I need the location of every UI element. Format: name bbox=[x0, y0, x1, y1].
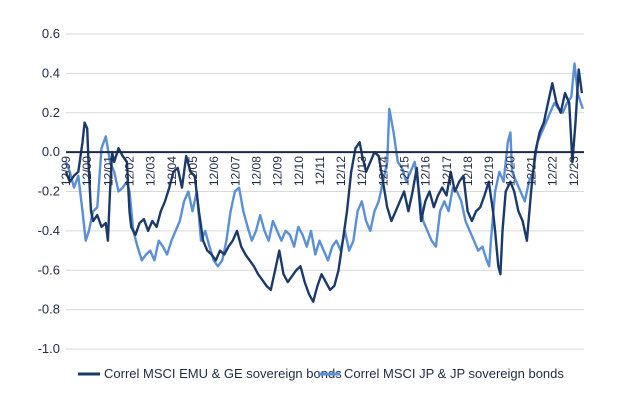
x-tick-label: 12/20 bbox=[503, 156, 517, 186]
x-tick-label: 12/18 bbox=[461, 156, 475, 186]
x-tick-label: 12/08 bbox=[249, 156, 263, 186]
x-tick-label: 12/00 bbox=[80, 156, 94, 186]
y-tick-label: -0.6 bbox=[38, 262, 60, 277]
legend-label-series-1: Correl MSCI EMU & GE sovereign bonds bbox=[104, 366, 342, 381]
y-tick-label: -1.0 bbox=[38, 341, 60, 356]
series-line-2 bbox=[64, 62, 585, 268]
series-line-1 bbox=[64, 68, 584, 303]
x-tick-label: 12/16 bbox=[419, 156, 433, 186]
x-tick-label: 12/99 bbox=[59, 156, 73, 186]
x-tick-label: 12/01 bbox=[101, 156, 115, 186]
x-tick-label: 12/04 bbox=[165, 156, 179, 186]
y-tick-label: -0.8 bbox=[38, 302, 60, 317]
x-tick-label: 12/22 bbox=[546, 156, 560, 186]
x-tick-label: 12/10 bbox=[292, 156, 306, 186]
x-tick-label: 12/07 bbox=[228, 156, 242, 186]
x-tick-label: 12/09 bbox=[271, 156, 285, 186]
y-tick-label: -0.2 bbox=[38, 184, 60, 199]
y-tick-label: 0.0 bbox=[42, 144, 60, 159]
x-tick-label: 12/23 bbox=[567, 156, 581, 186]
x-tick-label: 12/17 bbox=[440, 156, 454, 186]
x-tick-label: 12/05 bbox=[186, 156, 200, 186]
x-tick-label: 12/19 bbox=[482, 156, 496, 186]
y-tick-label: 0.2 bbox=[42, 105, 60, 120]
x-tick-label: 12/14 bbox=[376, 156, 390, 186]
x-tick-label: 12/03 bbox=[144, 156, 158, 186]
legend: Correl MSCI EMU & GE sovereign bonds Cor… bbox=[78, 366, 564, 381]
legend-label-series-2: Correl MSCI JP & JP sovereign bonds bbox=[344, 366, 564, 381]
y-tick-label: -0.4 bbox=[38, 223, 60, 238]
x-tick-label: 12/12 bbox=[334, 156, 348, 186]
x-tick-label: 12/06 bbox=[207, 156, 221, 186]
x-tick-label: 12/13 bbox=[355, 156, 369, 186]
x-tick-label: 12/21 bbox=[525, 156, 539, 186]
x-tick-label: 12/15 bbox=[398, 156, 412, 186]
y-tick-label: 0.6 bbox=[42, 26, 60, 41]
series-layer bbox=[64, 62, 585, 303]
x-axis-tick-labels: 12/99 12/00 12/01 12/02 12/03 12/04 12/05 12/06… bbox=[59, 156, 581, 186]
y-axis-tick-labels: 0.6 0.4 0.2 0.0 -0.2 -0.4 -0.6 -0.8 -1.0 bbox=[38, 26, 60, 356]
x-tick-label: 12/02 bbox=[123, 156, 137, 186]
x-tick-label: 12/11 bbox=[313, 156, 327, 185]
y-tick-label: 0.4 bbox=[42, 65, 60, 80]
